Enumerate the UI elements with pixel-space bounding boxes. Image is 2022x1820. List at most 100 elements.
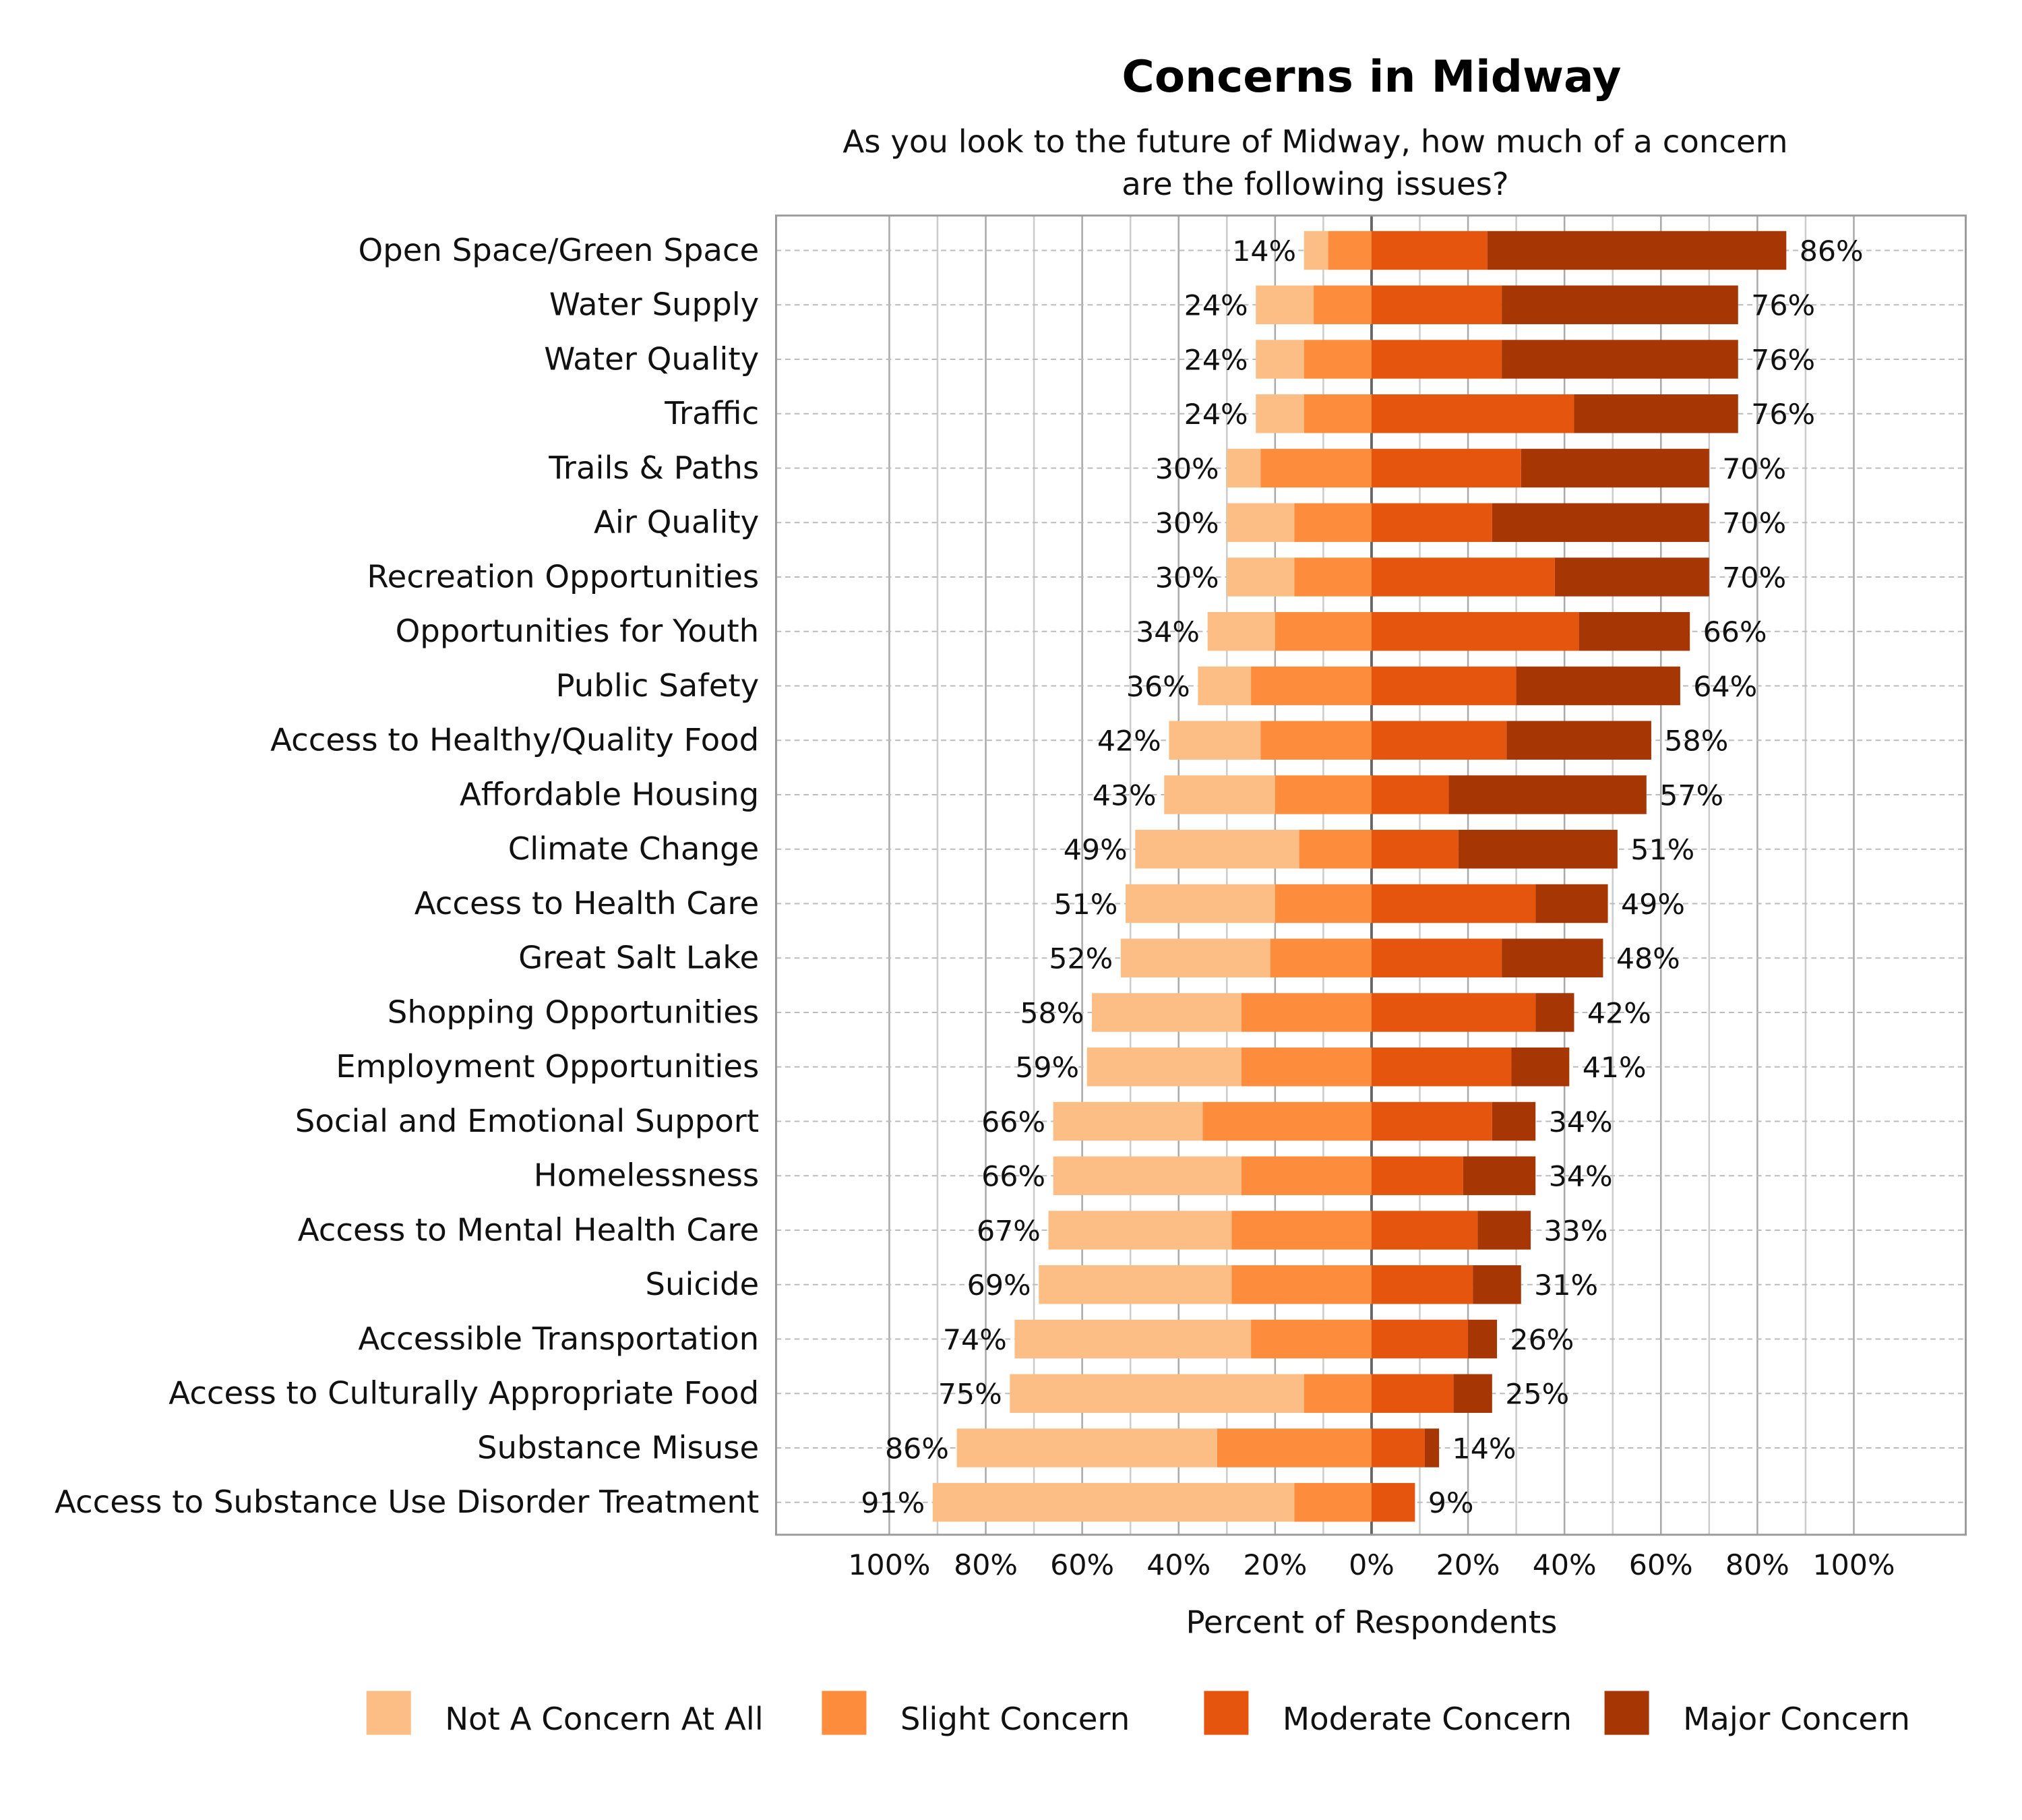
left-total-label: 24%: [1184, 344, 1248, 377]
legend-label: Slight Concern: [900, 1701, 1130, 1737]
legend-label: Moderate Concern: [1283, 1701, 1572, 1737]
bar-major-concern: [1574, 394, 1738, 433]
bar-major-concern: [1448, 775, 1647, 814]
bar-major-concern: [1502, 340, 1738, 379]
legend-label: Major Concern: [1683, 1701, 1910, 1737]
bar-major-concern: [1506, 721, 1651, 760]
x-axis-label: Percent of Respondents: [1186, 1604, 1557, 1641]
bar-not-a-concern: [1227, 448, 1261, 488]
left-total-label: 59%: [1015, 1052, 1079, 1085]
right-total-label: 66%: [1703, 616, 1767, 649]
bar-major-concern: [1424, 1428, 1440, 1467]
bar-major-concern: [1516, 666, 1680, 706]
bars: Open Space/Green Space 14% 86% Water Supply…: [55, 231, 1864, 1522]
bar-moderate-concern: [1371, 231, 1488, 270]
bar-slight-concern: [1241, 1156, 1372, 1195]
bar-slight-concern: [1251, 666, 1372, 706]
left-total-label: 51%: [1053, 888, 1117, 921]
left-total-label: 34%: [1136, 616, 1200, 649]
bar-not-a-concern: [1135, 830, 1299, 869]
bar-slight-concern: [1251, 1319, 1372, 1359]
bar-moderate-concern: [1371, 1428, 1425, 1467]
bar-not-a-concern: [1304, 231, 1328, 270]
left-total-label: 30%: [1155, 453, 1219, 486]
right-total-label: 33%: [1543, 1215, 1607, 1248]
right-total-label: 70%: [1722, 562, 1786, 595]
bar-moderate-concern: [1371, 1156, 1463, 1195]
right-total-label: 51%: [1630, 834, 1694, 867]
bar-major-concern: [1554, 557, 1709, 597]
category-label: Trails & Paths: [548, 450, 759, 486]
left-total-label: 24%: [1184, 398, 1248, 431]
right-total-label: 48%: [1616, 943, 1680, 976]
left-total-label: 75%: [938, 1378, 1002, 1412]
bar-moderate-concern: [1371, 1319, 1469, 1359]
category-label: Accessible Transportation: [358, 1321, 759, 1357]
gridlines: [776, 215, 1966, 1535]
category-label: Access to Mental Health Care: [298, 1212, 759, 1248]
bar-not-a-concern: [1227, 503, 1295, 542]
bar-slight-concern: [1260, 448, 1372, 488]
bar-slight-concern: [1294, 557, 1372, 597]
right-total-label: 76%: [1751, 344, 1815, 377]
bar-major-concern: [1458, 830, 1618, 869]
legend-label: Not A Concern At All: [445, 1701, 763, 1737]
left-total-label: 66%: [981, 1106, 1045, 1139]
chart-subtitle-line-2: are the following issues?: [1122, 166, 1508, 202]
bar-not-a-concern: [1120, 938, 1270, 977]
right-total-label: 41%: [1583, 1052, 1647, 1085]
left-total-label: 69%: [967, 1269, 1031, 1302]
bar-slight-concern: [1231, 1265, 1372, 1304]
bar-slight-concern: [1304, 340, 1372, 379]
category-label: Air Quality: [594, 504, 759, 541]
left-total-label: 52%: [1049, 943, 1113, 976]
bar-moderate-concern: [1371, 1101, 1492, 1141]
bar-slight-concern: [1275, 775, 1372, 814]
right-total-label: 57%: [1659, 780, 1723, 813]
category-label: Water Quality: [544, 341, 759, 377]
bar-not-a-concern: [1169, 721, 1261, 760]
bar-slight-concern: [1275, 612, 1372, 651]
bar-not-a-concern: [1014, 1319, 1252, 1359]
bar-not-a-concern: [1198, 666, 1252, 706]
category-label: Access to Health Care: [415, 885, 760, 921]
bar-moderate-concern: [1371, 612, 1579, 651]
category-label: Access to Culturally Appropriate Food: [168, 1375, 759, 1412]
left-total-label: 66%: [981, 1161, 1045, 1194]
category-label: Access to Substance Use Disorder Treatme…: [55, 1484, 759, 1520]
category-label: Affordable Housing: [460, 777, 759, 813]
bar-slight-concern: [1241, 993, 1372, 1032]
bar-slight-concern: [1299, 830, 1372, 869]
chart-subtitle-line-1: As you look to the future of Midway, how…: [842, 123, 1787, 160]
right-total-label: 64%: [1693, 671, 1757, 704]
bar-slight-concern: [1314, 285, 1372, 324]
right-total-label: 42%: [1587, 998, 1651, 1031]
category-label: Suicide: [645, 1266, 759, 1302]
category-label: Traffic: [664, 395, 759, 431]
right-total-label: 26%: [1510, 1324, 1574, 1357]
plot-frame: [775, 214, 1967, 1536]
x-tick-label: 40%: [1146, 1549, 1211, 1582]
x-tick-label: 60%: [1050, 1549, 1114, 1582]
bar-major-concern: [1453, 1374, 1492, 1413]
left-total-label: 24%: [1184, 290, 1248, 323]
category-label: Public Safety: [556, 667, 760, 704]
bar-not-a-concern: [932, 1483, 1295, 1522]
x-tick-label: 100%: [1812, 1549, 1895, 1582]
left-total-label: 30%: [1155, 562, 1219, 595]
x-tick-label: 60%: [1629, 1549, 1693, 1582]
bar-slight-concern: [1328, 231, 1372, 270]
left-total-label: 49%: [1064, 834, 1128, 867]
bar-major-concern: [1463, 1156, 1536, 1195]
x-tick-label: 20%: [1436, 1549, 1500, 1582]
bar-major-concern: [1521, 448, 1709, 488]
category-label: Shopping Opportunities: [388, 994, 759, 1031]
chart-title: Concerns in Midway: [1122, 51, 1621, 102]
bar-moderate-concern: [1371, 448, 1521, 488]
bar-not-a-concern: [956, 1428, 1217, 1467]
right-total-label: 76%: [1751, 290, 1815, 323]
right-total-label: 58%: [1664, 725, 1728, 758]
category-label: Substance Misuse: [477, 1430, 759, 1466]
bar-slight-concern: [1231, 1211, 1372, 1250]
